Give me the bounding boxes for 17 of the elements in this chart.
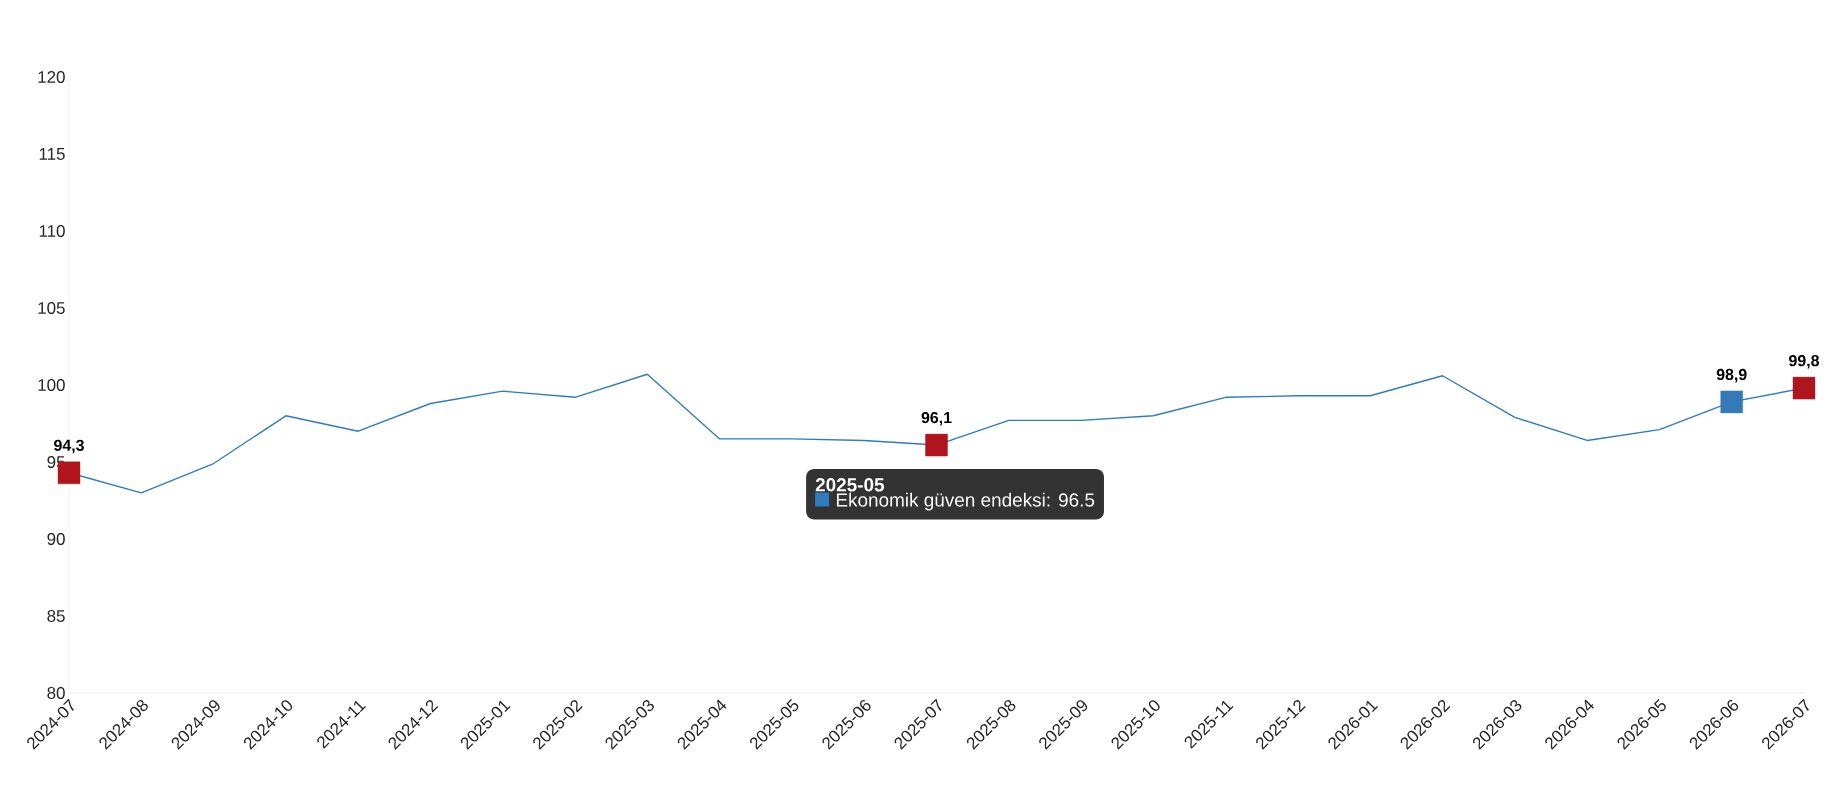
data-label: 94,3 bbox=[54, 439, 84, 454]
point bbox=[1792, 376, 1816, 400]
data-label: 99,8 bbox=[1789, 354, 1820, 369]
y-tick-label: 100 bbox=[38, 379, 65, 391]
data-label: 96,1 bbox=[921, 411, 952, 426]
y-tick-label: 110 bbox=[39, 225, 65, 237]
y-tick-label: 80 bbox=[47, 687, 65, 699]
y-tick-label: 115 bbox=[39, 148, 65, 160]
annotation: 2025-05 bbox=[815, 478, 885, 492]
y-tick-label: 85 bbox=[47, 610, 65, 622]
point bbox=[925, 433, 948, 457]
y-tick-label: 105 bbox=[38, 302, 65, 314]
y-tick-label: 90 bbox=[47, 533, 65, 545]
data-label: 98,9 bbox=[1716, 368, 1747, 383]
annotation: Ekonomik güven endeksi: 96.5 bbox=[836, 492, 1095, 511]
y-tick-label: 120 bbox=[38, 71, 65, 83]
point bbox=[1720, 390, 1743, 414]
